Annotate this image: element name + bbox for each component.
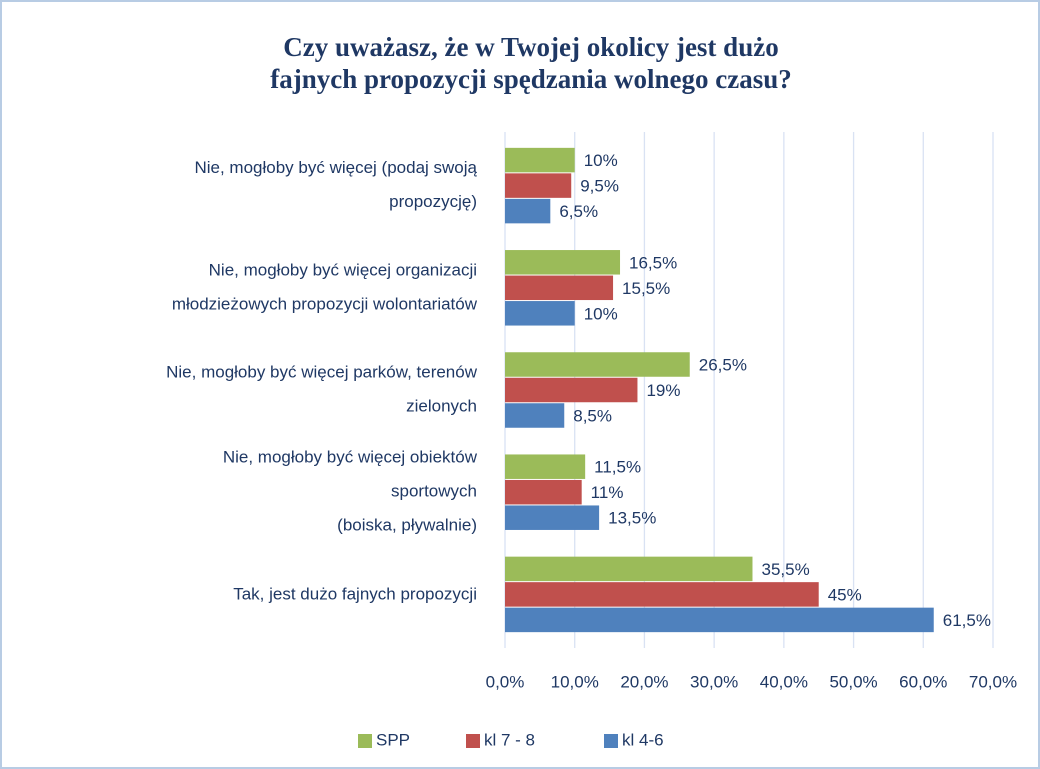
bar [505,479,582,505]
legend-swatch [358,734,372,748]
bar [505,607,934,633]
data-label: 9,5% [580,177,619,196]
bar [505,403,565,428]
legend-label: SPP [376,730,410,749]
data-label: 19% [646,381,680,400]
legend-label: kl 4-6 [622,730,664,749]
data-label: 11% [591,483,624,502]
bar [505,352,690,377]
x-tick-label: 60,0% [899,672,947,691]
data-label: 16,5% [629,253,677,272]
data-label: 45% [828,585,862,604]
x-tick-label: 10,0% [551,672,599,691]
data-label: 15,5% [622,279,670,298]
bar [505,377,638,403]
bar [505,454,586,479]
data-label: 10% [584,304,618,323]
legend-swatch [466,734,480,748]
bar [505,582,819,607]
bar [505,301,575,326]
chart-title: Czy uważasz, że w Twojej okolicy jest du… [270,32,792,94]
bar [505,250,621,275]
data-label: 8,5% [573,406,612,425]
y-tick-label: Nie, mogłoby być więcej parków, terenów z… [166,363,478,416]
y-tick-label: Nie, mogłoby być więcej organizacji młodz… [172,261,478,314]
bar [505,505,600,530]
x-tick-label: 20,0% [620,672,668,691]
data-label: 13,5% [608,509,656,528]
bar [505,556,753,582]
legend-label: kl 7 - 8 [484,730,535,749]
x-tick-label: 40,0% [760,672,808,691]
bar [505,173,572,198]
y-tick-label: Nie, mogłoby być więcej (podaj swoją prop… [194,159,477,212]
data-label: 10% [584,151,618,170]
x-tick-label: 50,0% [829,672,877,691]
x-tick-label: 70,0% [969,672,1017,691]
y-tick-label: Nie, mogłoby być więcej obiektów sportowy… [223,448,478,535]
x-tick-label: 0,0% [486,672,525,691]
data-label: 26,5% [699,355,747,374]
data-label: 35,5% [761,560,809,579]
legend-swatch [604,734,618,748]
bar [505,147,575,173]
data-label: 61,5% [943,611,991,630]
data-label: 6,5% [559,202,598,221]
data-label: 11,5% [594,458,641,477]
bar [505,198,551,224]
bar [505,275,614,301]
y-tick-label: Tak, jest dużo fajnych propozycji [233,584,477,603]
x-tick-label: 30,0% [690,672,738,691]
